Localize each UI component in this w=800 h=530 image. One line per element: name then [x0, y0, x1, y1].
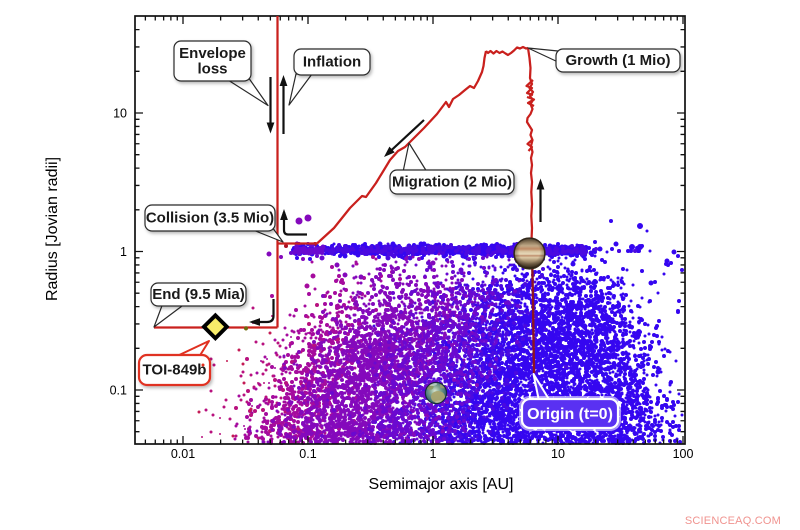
svg-text:10: 10: [551, 447, 565, 461]
svg-text:End (9.5 Mia): End (9.5 Mia): [152, 286, 245, 303]
svg-text:Semimajor axis [AU]: Semimajor axis [AU]: [369, 476, 514, 493]
svg-text:Growth (1 Mio): Growth (1 Mio): [566, 52, 671, 69]
svg-text:Envelope: Envelope: [179, 45, 246, 62]
svg-text:SCIENCEAQ.COM: SCIENCEAQ.COM: [685, 515, 781, 527]
svg-text:0.1: 0.1: [110, 384, 127, 398]
svg-text:Collision (3.5 Mio): Collision (3.5 Mio): [146, 210, 274, 227]
svg-text:1: 1: [430, 447, 437, 461]
svg-text:Inflation: Inflation: [303, 54, 361, 71]
svg-text:10: 10: [113, 107, 127, 121]
svg-text:Origin (t=0): Origin (t=0): [527, 406, 613, 423]
svg-text:1: 1: [120, 245, 127, 259]
svg-text:Migration (2 Mio): Migration (2 Mio): [392, 174, 512, 191]
svg-text:100: 100: [673, 447, 694, 461]
svg-text:loss: loss: [197, 60, 227, 77]
svg-text:0.1: 0.1: [299, 447, 316, 461]
svg-text:TOI-849b: TOI-849b: [143, 362, 207, 379]
svg-text:0.01: 0.01: [171, 447, 195, 461]
svg-text:Radius [Jovian radii]: Radius [Jovian radii]: [44, 157, 61, 301]
